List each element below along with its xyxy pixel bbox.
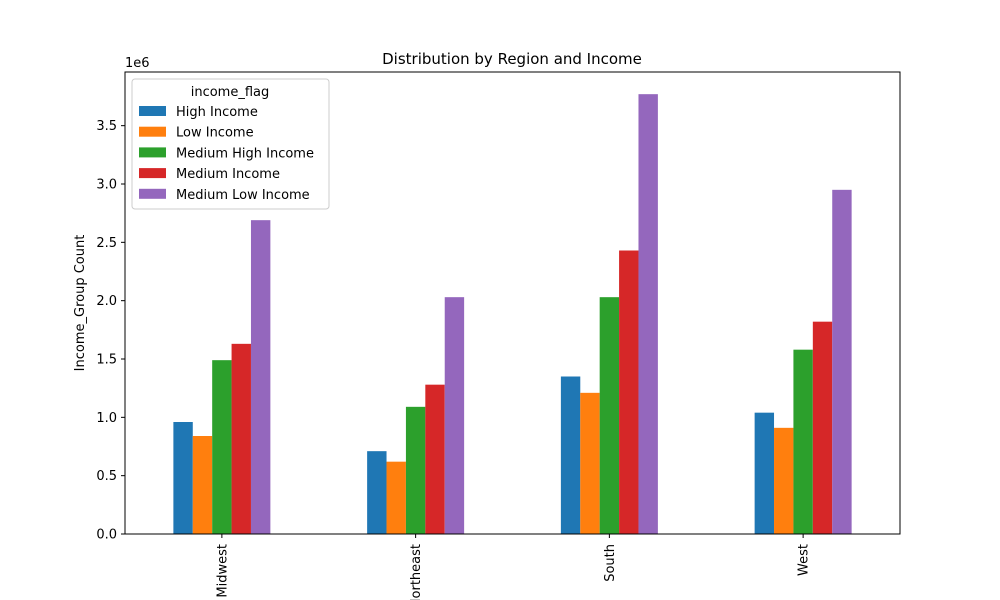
- y-tick-label: 0.0: [96, 528, 117, 543]
- bar-northeast-medium-income: [425, 384, 445, 534]
- bar-midwest-low-income: [192, 436, 213, 534]
- legend-entry-label: Medium High Income: [176, 146, 314, 161]
- legend-entry-label: Medium Low Income: [176, 188, 310, 203]
- bar-west-low-income: [774, 427, 794, 534]
- legend-swatch: [139, 147, 166, 158]
- y-tick-label: 0.5: [96, 469, 117, 484]
- x-axis-ticks: Midwest Northeast South West: [215, 534, 812, 600]
- bar-midwest-medium-income: [231, 343, 251, 534]
- y-tick-label: 3.0: [96, 178, 117, 193]
- legend-entry-label: Medium Income: [176, 167, 280, 182]
- legend-swatch: [139, 126, 166, 137]
- bar-northeast-low-income: [386, 461, 406, 534]
- x-tick-label: South: [603, 544, 618, 582]
- bars-layer: [173, 94, 852, 535]
- y-axis-label: Income_Group Count: [73, 235, 88, 372]
- bar-south-medium-income: [619, 250, 639, 534]
- legend-box: [131, 78, 330, 210]
- legend-title: income_flag: [191, 85, 270, 100]
- bar-northeast-medium-high-income: [405, 406, 426, 534]
- y-offset-label: 1e6: [125, 56, 150, 71]
- y-axis-ticks: 0.0 0.5 1.0 1.5 2.0 2.5 3.0 3.5: [96, 119, 125, 543]
- x-tick-label: West: [797, 544, 812, 576]
- x-tick-label: Northeast: [409, 544, 424, 600]
- bar-northeast-high-income: [367, 451, 387, 534]
- chart-title: Distribution by Region and Income: [382, 50, 642, 68]
- y-tick-label: 2.5: [96, 236, 117, 251]
- legend-swatch: [139, 106, 166, 116]
- legend-entry-label: Low Income: [176, 126, 254, 141]
- bar-northeast-medium-low-income: [444, 297, 465, 534]
- legend-swatch: [139, 168, 166, 179]
- bar-midwest-medium-low-income: [250, 220, 271, 535]
- x-tick-label: Midwest: [215, 544, 230, 598]
- bar-south-medium-low-income: [638, 94, 658, 535]
- bar-south-medium-high-income: [599, 297, 620, 534]
- legend-swatch: [139, 188, 166, 199]
- legend: income_flag High Income Low Income Medium …: [131, 78, 330, 210]
- bar-midwest-high-income: [173, 422, 193, 534]
- y-tick-label: 1.0: [96, 411, 117, 426]
- bar-south-low-income: [580, 392, 600, 534]
- legend-entry-label: High Income: [176, 105, 258, 120]
- bar-west-medium-low-income: [832, 189, 852, 534]
- y-tick-label: 1.5: [96, 353, 117, 368]
- y-tick-label: 2.0: [96, 294, 117, 309]
- bar-west-medium-high-income: [793, 349, 813, 534]
- bar-south-high-income: [560, 376, 581, 534]
- plot-frame: [124, 71, 901, 535]
- bar-west-medium-income: [812, 321, 833, 534]
- bar-midwest-medium-high-income: [212, 360, 232, 534]
- y-tick-label: 3.5: [96, 119, 117, 134]
- bar-west-high-income: [754, 412, 775, 534]
